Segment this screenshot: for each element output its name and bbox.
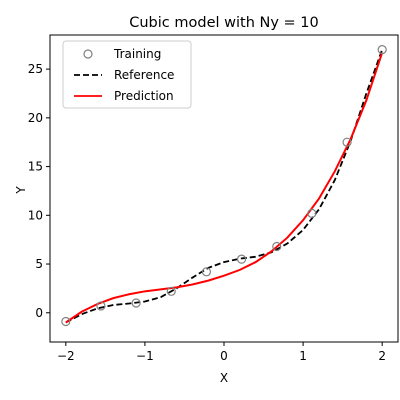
y-tick-label: 25	[28, 62, 43, 76]
legend-box	[62, 40, 192, 109]
legend-marker-training	[83, 49, 93, 59]
training-point	[236, 254, 247, 264]
training-point	[61, 316, 71, 327]
training-point	[96, 301, 106, 311]
plot-frame	[49, 34, 399, 343]
legend: Training Reference Prediction	[62, 40, 192, 109]
x-tick-label: 0	[220, 349, 228, 363]
legend-label-reference: Reference	[114, 68, 174, 82]
training-point	[201, 267, 212, 277]
training-point	[166, 286, 176, 296]
training-point	[131, 298, 141, 308]
x-tick-label: 2	[378, 349, 386, 363]
y-tick-label: 15	[28, 160, 43, 174]
series-layer	[61, 45, 387, 327]
x-tick-label: −2	[57, 349, 75, 363]
legend-label-prediction: Prediction	[114, 89, 174, 103]
y-tick-label: 5	[35, 257, 43, 271]
training-point	[377, 45, 387, 55]
x-axis-label: X	[220, 371, 228, 385]
y-tick-label: 0	[35, 306, 43, 320]
y-tick-label: 10	[28, 208, 43, 222]
training-point	[342, 137, 352, 147]
series-line-prediction	[65, 52, 384, 324]
chart-title: Cubic model with Ny = 10	[129, 15, 319, 31]
training-point	[272, 241, 282, 252]
series-line-reference	[65, 49, 384, 324]
legend-label-training: Training	[113, 47, 161, 61]
x-tick-label: 1	[299, 349, 307, 363]
y-axis-label: Y	[14, 186, 28, 195]
training-point	[307, 208, 317, 218]
x-tick-label: −1	[136, 349, 154, 363]
y-tick-label: 20	[28, 111, 43, 125]
